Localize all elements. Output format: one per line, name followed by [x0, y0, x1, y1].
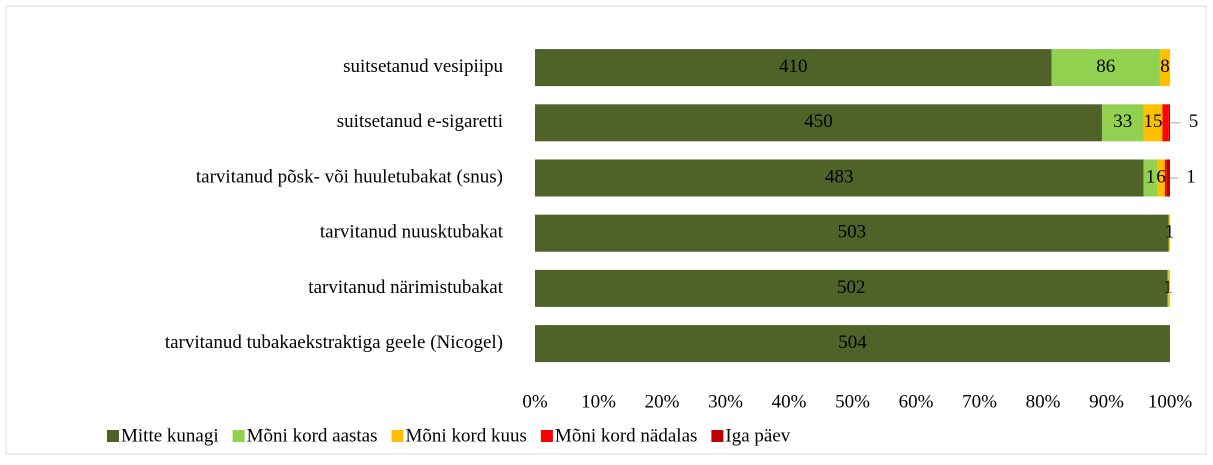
data-label: 1: [1146, 166, 1156, 187]
bar-segment: [1157, 159, 1165, 197]
legend-label: Mõni kord aastas: [247, 425, 378, 446]
y-tick-label: tarvitanud tubakaekstraktiga geele (Nico…: [165, 332, 503, 353]
legend-label: Mitte kunagi: [121, 425, 219, 446]
legend-swatch: [107, 430, 119, 442]
legend-label: Mõni kord nädalas: [555, 425, 697, 446]
bar-segment: [1166, 159, 1170, 197]
data-label: 8: [1160, 56, 1170, 77]
bar-segment: [1051, 49, 1160, 87]
y-tick-label: tarvitanud põsk- või huuletubakat (snus): [196, 166, 503, 187]
data-label: 502: [837, 277, 866, 298]
data-label: 483: [825, 166, 854, 187]
data-label: 1: [1186, 166, 1196, 187]
legend-swatch: [232, 430, 245, 442]
legend-swatch: [540, 430, 553, 442]
x-tick-label: 90%: [1089, 391, 1124, 412]
legend-label: Mõni kord kuus: [406, 425, 527, 446]
y-tick-label: tarvitanud nuusktubakat: [320, 222, 504, 243]
bar-segment: [1164, 159, 1167, 197]
data-label: 5: [1189, 111, 1199, 132]
bar-segment: [1167, 269, 1169, 307]
x-tick-label: 60%: [899, 391, 934, 412]
data-label: 504: [838, 332, 867, 353]
y-tick-label: tarvitanud närimistubakat: [308, 277, 503, 298]
x-tick-label: 20%: [645, 391, 680, 412]
bar-segment: [1162, 104, 1169, 142]
bar-segment: [535, 269, 1168, 307]
x-tick-label: 0%: [522, 391, 548, 412]
bar-segment: [535, 325, 1170, 363]
data-label: 410: [779, 56, 808, 77]
bar-segment: [535, 49, 1052, 87]
x-tick-label: 50%: [835, 391, 870, 412]
y-tick-label: suitsetanud vesipiipu: [343, 56, 503, 77]
data-label: 503: [838, 222, 867, 243]
y-tick-label: suitsetanud e-sigaretti: [337, 111, 503, 132]
x-tick-label: 10%: [581, 391, 616, 412]
data-label: 15: [1143, 111, 1162, 132]
bar-segment: [535, 214, 1169, 252]
legend-swatch: [711, 430, 724, 442]
bar-segment: [535, 159, 1144, 197]
data-label: 1: [1163, 277, 1173, 298]
legend-label: Iga päev: [725, 425, 790, 446]
x-tick-label: 40%: [772, 391, 807, 412]
x-tick-label: 30%: [708, 391, 743, 412]
data-label: 450: [804, 111, 833, 132]
data-label: 86: [1096, 56, 1115, 77]
x-tick-label: 70%: [962, 391, 997, 412]
bar-segment: [535, 104, 1102, 142]
bar-segment: [1168, 269, 1170, 307]
legend-swatch: [391, 430, 404, 442]
data-label: 1: [1165, 222, 1175, 243]
bar-segment: [1168, 214, 1170, 252]
bar-segment: [1159, 49, 1170, 87]
data-label: 6: [1156, 166, 1166, 187]
bar-segment: [1143, 104, 1163, 142]
data-label: 33: [1113, 111, 1132, 132]
x-tick-label: 80%: [1026, 391, 1061, 412]
x-tick-label: 100%: [1148, 391, 1193, 412]
bar-segment: [1101, 104, 1144, 142]
bar-segment: [1143, 159, 1158, 197]
bar-segment: [1168, 104, 1170, 142]
